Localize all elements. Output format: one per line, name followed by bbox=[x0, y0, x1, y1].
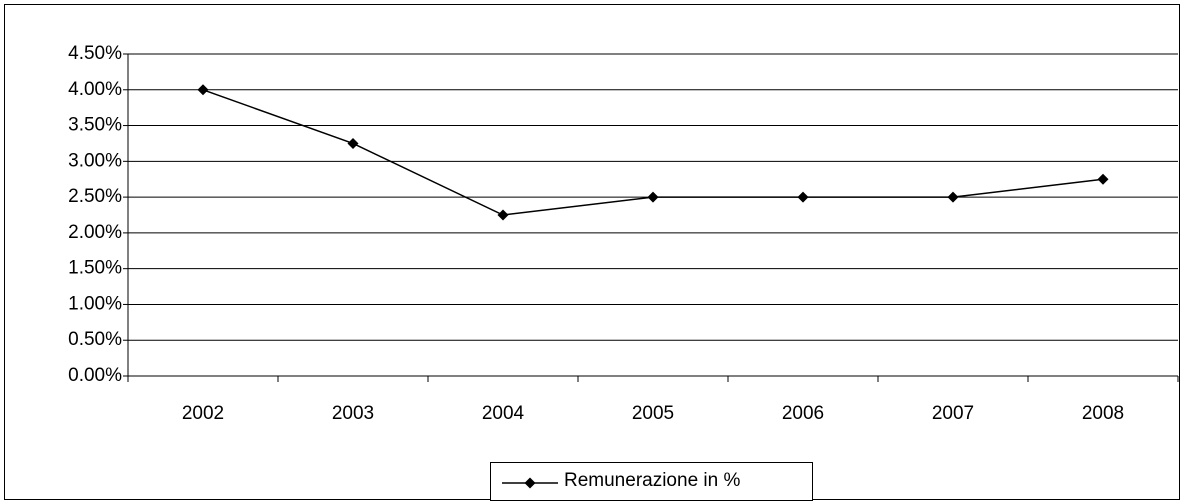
y-tick-label: 4.00% bbox=[68, 79, 122, 100]
y-tick-label: 0.50% bbox=[68, 329, 122, 350]
data-marker bbox=[947, 191, 959, 203]
y-tick-label: 3.50% bbox=[68, 115, 122, 136]
x-tick-label: 2006 bbox=[782, 403, 824, 424]
x-tick-label: 2008 bbox=[1082, 403, 1124, 424]
x-tick-label: 2007 bbox=[932, 403, 974, 424]
x-tick-label: 2004 bbox=[482, 403, 525, 424]
data-marker bbox=[797, 191, 809, 203]
data-marker bbox=[197, 84, 209, 96]
x-tick-label: 2005 bbox=[632, 403, 674, 424]
x-tick-label: 2002 bbox=[182, 403, 224, 424]
x-tick-label: 2003 bbox=[332, 403, 374, 424]
data-marker bbox=[1097, 173, 1109, 185]
y-tick-label: 4.50% bbox=[68, 43, 122, 64]
legend-marker bbox=[524, 477, 536, 489]
data-marker bbox=[647, 191, 659, 203]
y-tick-label: 2.00% bbox=[68, 222, 122, 243]
chart-border bbox=[4, 4, 1180, 500]
y-tick-label: 0.00% bbox=[68, 365, 122, 386]
y-tick-label: 1.50% bbox=[68, 258, 122, 279]
y-tick-label: 1.00% bbox=[68, 293, 122, 314]
data-marker bbox=[347, 137, 359, 149]
legend-box bbox=[490, 462, 813, 501]
y-tick-label: 3.00% bbox=[68, 150, 122, 171]
y-tick-label: 2.50% bbox=[68, 186, 122, 207]
data-marker bbox=[497, 209, 509, 221]
legend-label: Remunerazione in % bbox=[564, 470, 740, 491]
